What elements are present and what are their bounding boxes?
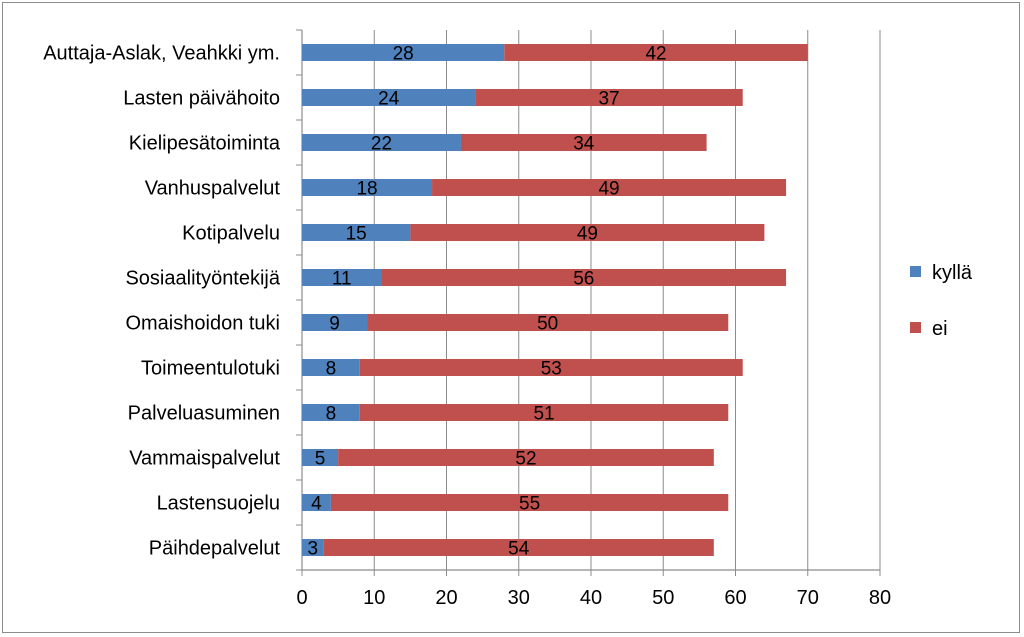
category-label: Auttaja-Aslak, Veahkki ym.: [43, 43, 280, 65]
bar-ei: [381, 269, 787, 286]
x-tick-label: 10: [363, 587, 385, 609]
data-label: 42: [645, 44, 666, 65]
bar-kylla: [302, 539, 324, 556]
data-label: 24: [378, 89, 400, 110]
bar-ei: [504, 44, 808, 61]
bar-kylla: [302, 269, 382, 286]
bar-kylla: [302, 89, 476, 106]
category-label: Lasten päivähoito: [123, 88, 280, 110]
category-label: Omaishoidon tuki: [125, 313, 280, 335]
category-label: Kielipesätoiminta: [129, 133, 281, 155]
data-label: 51: [533, 404, 554, 425]
category-label: Kotipalvelu: [182, 223, 280, 245]
data-label: 9: [329, 314, 340, 335]
category-label: Toimeentulotuki: [141, 358, 280, 380]
data-label: 15: [346, 224, 367, 245]
x-tick-label: 80: [869, 587, 891, 609]
x-tick-label: 0: [296, 587, 307, 609]
category-label: Lastensuojelu: [157, 493, 280, 515]
bar-kylla: [302, 224, 411, 241]
bar-kylla: [302, 404, 360, 421]
legend-label: ei: [932, 318, 948, 340]
bar-kylla: [302, 494, 331, 511]
bar-ei: [323, 539, 714, 556]
data-label: 11: [332, 269, 352, 290]
data-label: 8: [326, 359, 337, 380]
category-label: Vanhuspalvelut: [145, 178, 281, 200]
bar-kylla: [302, 134, 461, 151]
x-tick-label: 30: [508, 587, 530, 609]
data-label: 52: [515, 449, 536, 470]
data-label: 5: [315, 449, 326, 470]
data-label: 3: [308, 539, 319, 560]
data-label: 50: [537, 314, 558, 335]
x-tick-label: 60: [724, 587, 746, 609]
bar-ei: [460, 134, 707, 151]
x-tick-label: 50: [652, 587, 674, 609]
data-label: 22: [371, 134, 392, 155]
bar-ei: [330, 494, 729, 511]
bar-ei: [359, 404, 729, 421]
data-label: 8: [326, 404, 337, 425]
bar-ei: [410, 224, 765, 241]
x-tick-label: 70: [797, 587, 819, 609]
x-tick-label: 20: [435, 587, 457, 609]
bar-ei: [475, 89, 743, 106]
bar-ei: [338, 449, 714, 466]
data-label: 49: [598, 179, 619, 200]
bar-ei: [367, 314, 729, 331]
category-label: Päihdepalvelut: [149, 538, 281, 560]
bar-kylla: [302, 359, 360, 376]
legend-label: kyllä: [932, 262, 973, 284]
bar-kylla: [302, 449, 339, 466]
data-label: 54: [508, 539, 530, 560]
data-label: 49: [577, 224, 598, 245]
x-tick-label: 40: [580, 587, 602, 609]
category-label: Sosiaalityöntekijä: [125, 268, 280, 290]
bar-kylla: [302, 44, 505, 61]
data-label: 56: [573, 269, 594, 290]
data-label: 34: [573, 134, 595, 155]
data-label: 37: [598, 89, 619, 110]
data-label: 53: [541, 359, 562, 380]
bar-kylla: [302, 314, 368, 331]
category-label: Palveluasuminen: [128, 403, 280, 425]
legend-swatch: [910, 322, 921, 333]
bar-ei: [432, 179, 787, 196]
legend-swatch: [910, 266, 921, 277]
category-label: Vammaispalvelut: [129, 448, 280, 470]
data-label: 18: [356, 179, 377, 200]
data-label: 28: [393, 44, 414, 65]
data-label: 4: [311, 494, 322, 515]
data-label: 55: [519, 494, 540, 515]
bar-kylla: [302, 179, 433, 196]
bar-ei: [359, 359, 743, 376]
